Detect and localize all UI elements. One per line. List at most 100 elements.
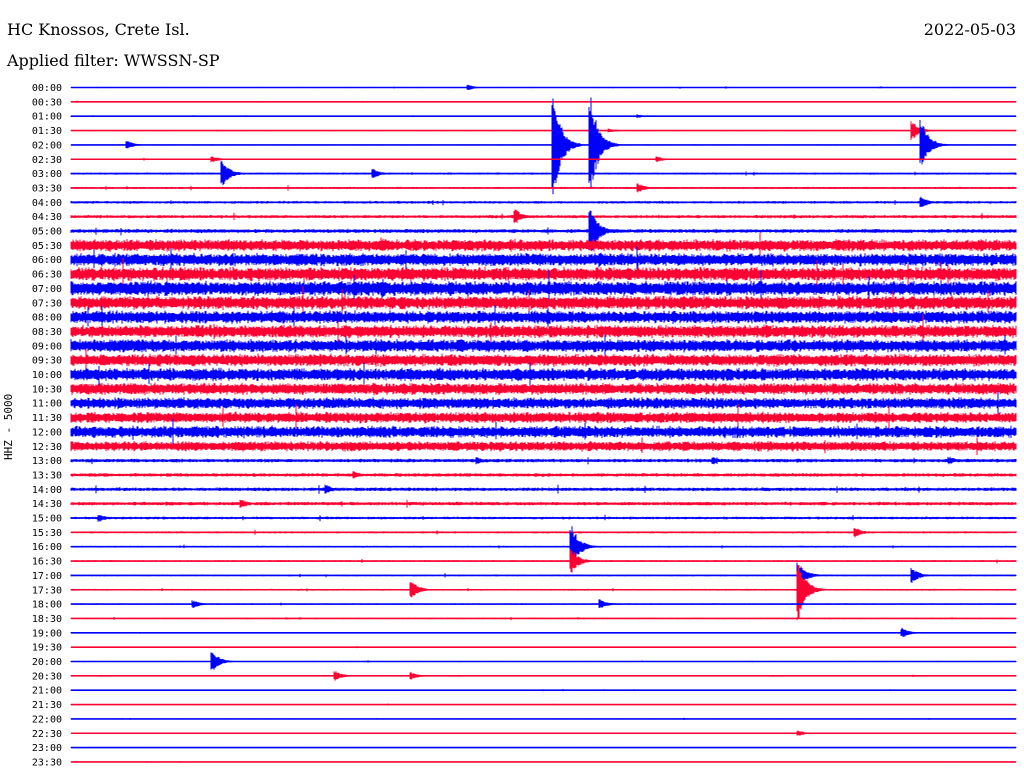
trace-12 (70, 246, 1017, 272)
trace-37 (70, 617, 1017, 621)
trace-15 (70, 286, 1017, 321)
trace-9 (70, 209, 1017, 223)
trace-44 (70, 717, 1017, 720)
filter-label: Applied filter: WWSSN-SP (7, 51, 220, 70)
tick-label-41: 20:30 (32, 671, 62, 682)
tick-label-28: 14:00 (32, 485, 62, 496)
tick-label-27: 13:30 (32, 470, 62, 481)
tick-label-30: 15:00 (32, 514, 62, 525)
tick-label-8: 04:00 (32, 198, 62, 209)
tick-label-9: 04:30 (32, 212, 62, 223)
tick-label-6: 03:00 (32, 169, 62, 180)
tick-label-7: 03:30 (32, 183, 62, 194)
tick-label-40: 20:00 (32, 657, 62, 668)
trace-33 (70, 549, 1017, 573)
trace-7 (70, 183, 1017, 193)
tick-label-18: 09:00 (32, 341, 62, 352)
trace-29 (70, 499, 1017, 508)
trace-36 (70, 599, 1017, 608)
trace-32 (70, 526, 1017, 567)
date-label: 2022-05-03 (923, 20, 1016, 39)
trace-10 (70, 210, 1017, 251)
tick-label-2: 01:00 (32, 112, 62, 123)
tick-label-23: 11:30 (32, 413, 62, 424)
trace-1 (70, 100, 1017, 104)
tick-label-37: 18:30 (32, 614, 62, 625)
tick-label-22: 11:00 (32, 399, 62, 410)
tick-label-14: 07:00 (32, 284, 62, 295)
trace-43 (70, 703, 1017, 706)
trace-21 (70, 382, 1017, 396)
tick-label-10: 05:00 (32, 227, 62, 238)
tick-label-15: 07:30 (32, 298, 62, 309)
tick-label-25: 12:30 (32, 442, 62, 453)
trace-38 (70, 627, 1017, 637)
tick-label-43: 21:30 (32, 700, 62, 711)
trace-22 (70, 391, 1017, 414)
tick-label-46: 23:00 (32, 743, 62, 754)
tick-label-11: 05:30 (32, 241, 62, 252)
trace-41 (70, 671, 1017, 681)
tick-label-39: 19:30 (32, 643, 62, 654)
tick-label-33: 16:30 (32, 557, 62, 568)
trace-25 (70, 437, 1017, 456)
tick-label-16: 08:00 (32, 313, 62, 324)
trace-14 (70, 269, 1017, 308)
trace-23 (70, 403, 1017, 429)
tick-label-45: 22:30 (32, 729, 62, 740)
trace-13 (70, 258, 1017, 291)
trace-39 (70, 646, 1017, 649)
trace-42 (70, 689, 1017, 692)
trace-27 (70, 471, 1017, 479)
trace-31 (70, 528, 1017, 538)
trace-28 (70, 484, 1017, 494)
tick-label-29: 14:30 (32, 499, 62, 510)
trace-40 (70, 652, 1017, 670)
trace-20 (70, 362, 1017, 386)
tick-label-3: 01:30 (32, 126, 62, 137)
tick-label-38: 19:00 (32, 628, 62, 639)
trace-45 (70, 730, 1017, 736)
trace-34 (70, 562, 1017, 587)
trace-3 (70, 121, 1017, 140)
trace-47 (70, 761, 1017, 763)
trace-18 (70, 334, 1017, 362)
tick-label-group: 00:00 00:30 01:00 01:30 02:00 02:30 03:00 03:30… (32, 83, 62, 768)
trace-17 (70, 314, 1017, 347)
tick-label-17: 08:30 (32, 327, 62, 338)
tick-label-36: 18:00 (32, 600, 62, 611)
tick-label-4: 02:00 (32, 140, 62, 151)
tick-label-21: 10:30 (32, 384, 62, 395)
tick-label-0: 00:00 (32, 83, 62, 94)
tick-label-26: 13:00 (32, 456, 62, 467)
trace-group (70, 84, 1017, 763)
trace-8 (70, 196, 1017, 207)
tick-label-5: 02:30 (32, 155, 62, 166)
trace-19 (70, 349, 1017, 371)
tick-label-34: 17:00 (32, 571, 62, 582)
trace-24 (70, 418, 1017, 444)
trace-0 (70, 84, 1017, 90)
tick-label-20: 10:00 (32, 370, 62, 381)
trace-6 (70, 161, 1017, 186)
tick-label-35: 17:30 (32, 585, 62, 596)
trace-30 (70, 514, 1017, 522)
trace-46 (70, 747, 1017, 749)
trace-16 (70, 305, 1017, 331)
tick-label-1: 00:30 (32, 97, 62, 108)
tick-label-47: 23:30 (32, 757, 62, 768)
trace-26 (70, 456, 1017, 465)
tick-label-12: 06:00 (32, 255, 62, 266)
trace-4 (70, 97, 1017, 195)
trace-5 (70, 156, 1017, 163)
tick-label-32: 16:00 (32, 542, 62, 553)
station-title: HC Knossos, Crete Isl. (7, 20, 190, 39)
tick-label-24: 12:00 (32, 427, 62, 438)
tick-label-19: 09:30 (32, 356, 62, 367)
tick-label-31: 15:30 (32, 528, 62, 539)
trace-2 (70, 114, 1017, 118)
tick-label-44: 22:00 (32, 714, 62, 725)
tick-label-13: 06:30 (32, 270, 62, 281)
trace-11 (70, 232, 1017, 258)
